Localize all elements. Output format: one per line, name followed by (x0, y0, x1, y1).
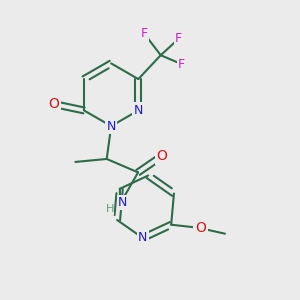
Text: F: F (178, 58, 185, 70)
Text: N: N (134, 104, 143, 117)
Text: O: O (157, 149, 167, 163)
Text: F: F (175, 32, 182, 45)
Text: O: O (49, 98, 60, 112)
Text: O: O (195, 221, 206, 235)
Text: N: N (138, 232, 148, 244)
Text: N: N (106, 120, 116, 133)
Text: H: H (106, 204, 114, 214)
Text: F: F (141, 27, 148, 40)
Text: N: N (118, 196, 127, 209)
